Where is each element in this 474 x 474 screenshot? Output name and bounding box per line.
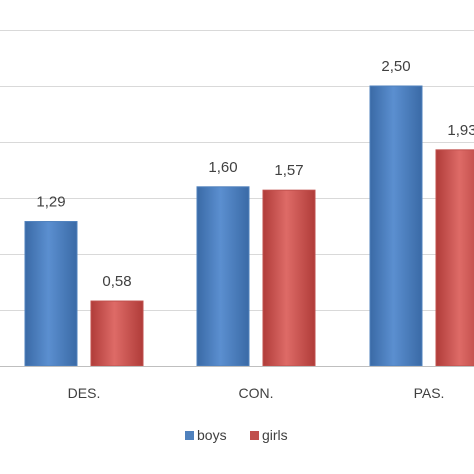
bar-boys-des [24,221,78,367]
x-tick-label: CON. [239,385,274,401]
legend-swatch-girls [250,431,259,440]
x-axis: DES. CON. PAS. [0,366,474,401]
bar-girls-des [90,300,144,367]
bar-girls-con [262,189,316,367]
x-tick-label: PAS. [414,385,445,401]
legend-label-boys: boys [197,427,227,443]
data-label: 2,50 [381,58,410,75]
legend: boys girls [185,427,288,443]
data-label: 1,93 [447,122,474,139]
bar-boys-pas [369,85,423,367]
data-label: 1,29 [36,194,65,211]
data-label: 1,60 [208,159,237,176]
data-label: 1,57 [274,162,303,179]
x-tick-label: DES. [68,385,101,401]
bars [24,85,474,367]
legend-label-girls: girls [262,427,288,443]
bar-boys-con [196,186,250,367]
legend-swatch-boys [185,431,194,440]
data-labels: 1,29 1,60 2,50 0,58 1,57 1,93 [36,58,474,290]
data-label: 0,58 [102,273,131,290]
bar-girls-pas [435,149,474,367]
